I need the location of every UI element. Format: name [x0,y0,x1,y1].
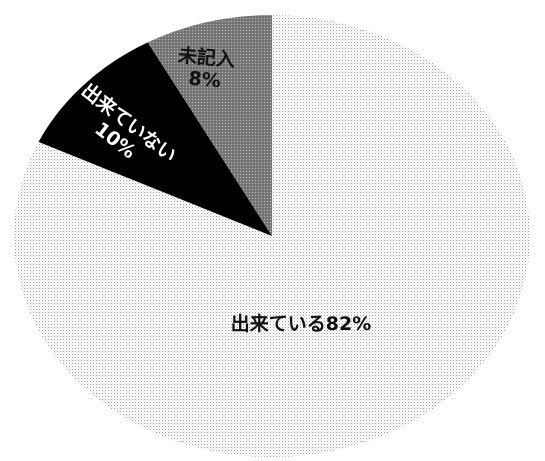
pie-slice-0 [13,15,530,457]
pie-slice-2 [147,15,272,236]
pie-slices [13,15,530,457]
slice-label-line: 未記入 [176,43,236,71]
slice-label-line: 出来ている82% [231,312,371,335]
pie-slice-1 [38,42,272,237]
slice-label-line: 8% [188,68,222,93]
slice-label-0: 出来ている82% [231,312,371,335]
